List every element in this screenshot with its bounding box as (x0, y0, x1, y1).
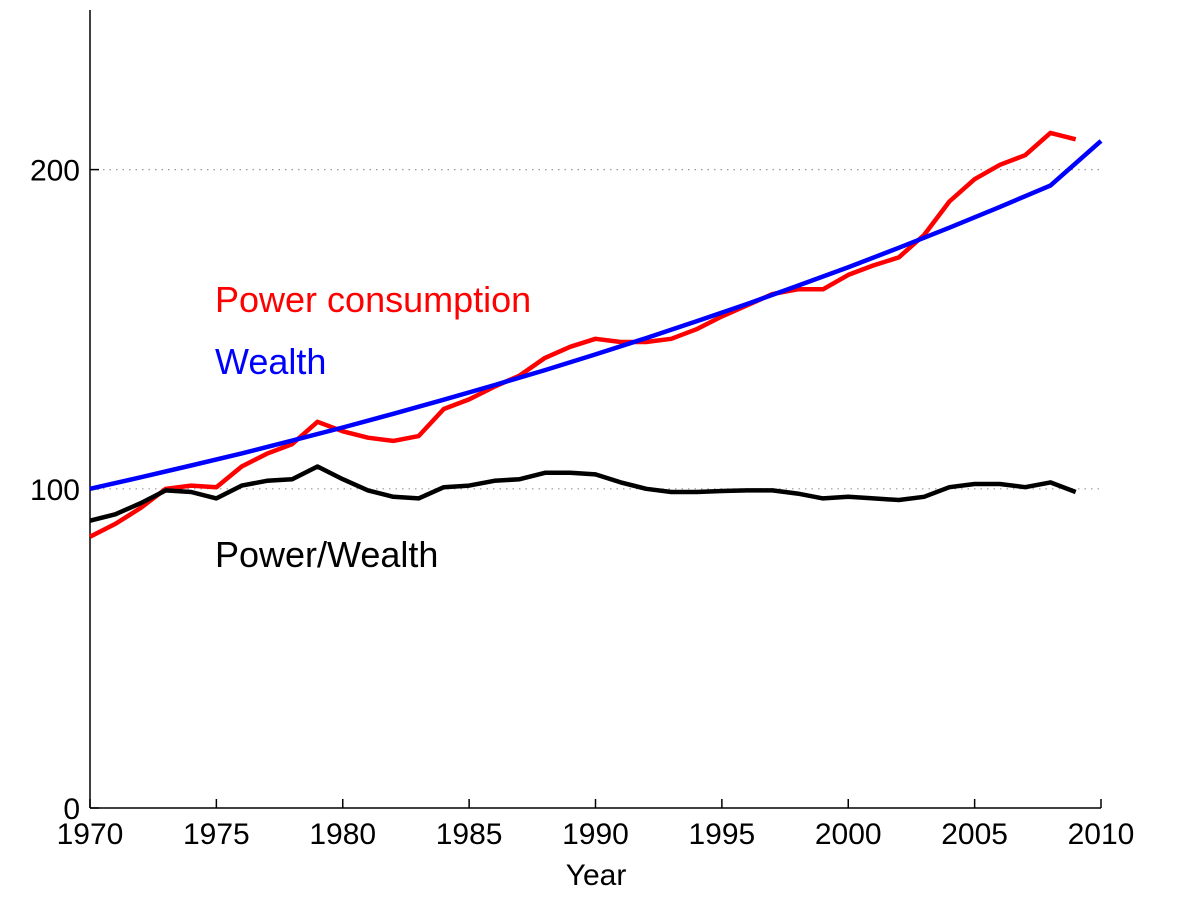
x-tick-label-1995: 1995 (689, 818, 756, 851)
x-tick-label-1980: 1980 (309, 818, 376, 851)
y-tick-label-0: 0 (63, 793, 80, 826)
x-tick-label-1990: 1990 (562, 818, 629, 851)
gridlines (90, 169, 1101, 490)
series-line-wealth (89, 139, 1103, 491)
x-tick-label-1970: 1970 (57, 818, 124, 851)
series-line-power-wealth (89, 464, 1077, 523)
series-label-power-wealth: Power/Wealth (215, 534, 438, 575)
series-line-power-consumption (88, 130, 1077, 539)
series-label-wealth: Wealth (215, 341, 326, 382)
x-axis-label: Year (566, 859, 627, 892)
axes (89, 10, 1102, 809)
y-tick-label-200: 200 (30, 155, 80, 188)
x-tick-label-1985: 1985 (436, 818, 503, 851)
y-tick-label-100: 100 (30, 474, 80, 507)
x-tick-label-2000: 2000 (815, 818, 882, 851)
tick-labels: 1970 1975 1980 1985 1990 1995 2000 2005 2010 0 100… (30, 155, 1134, 851)
series-lines (88, 130, 1103, 539)
x-tick-label-2005: 2005 (941, 818, 1008, 851)
x-tick-label-2010: 2010 (1068, 818, 1135, 851)
x-tick-label-1975: 1975 (183, 818, 250, 851)
series-label-power-consumption: Power consumption (215, 279, 531, 320)
